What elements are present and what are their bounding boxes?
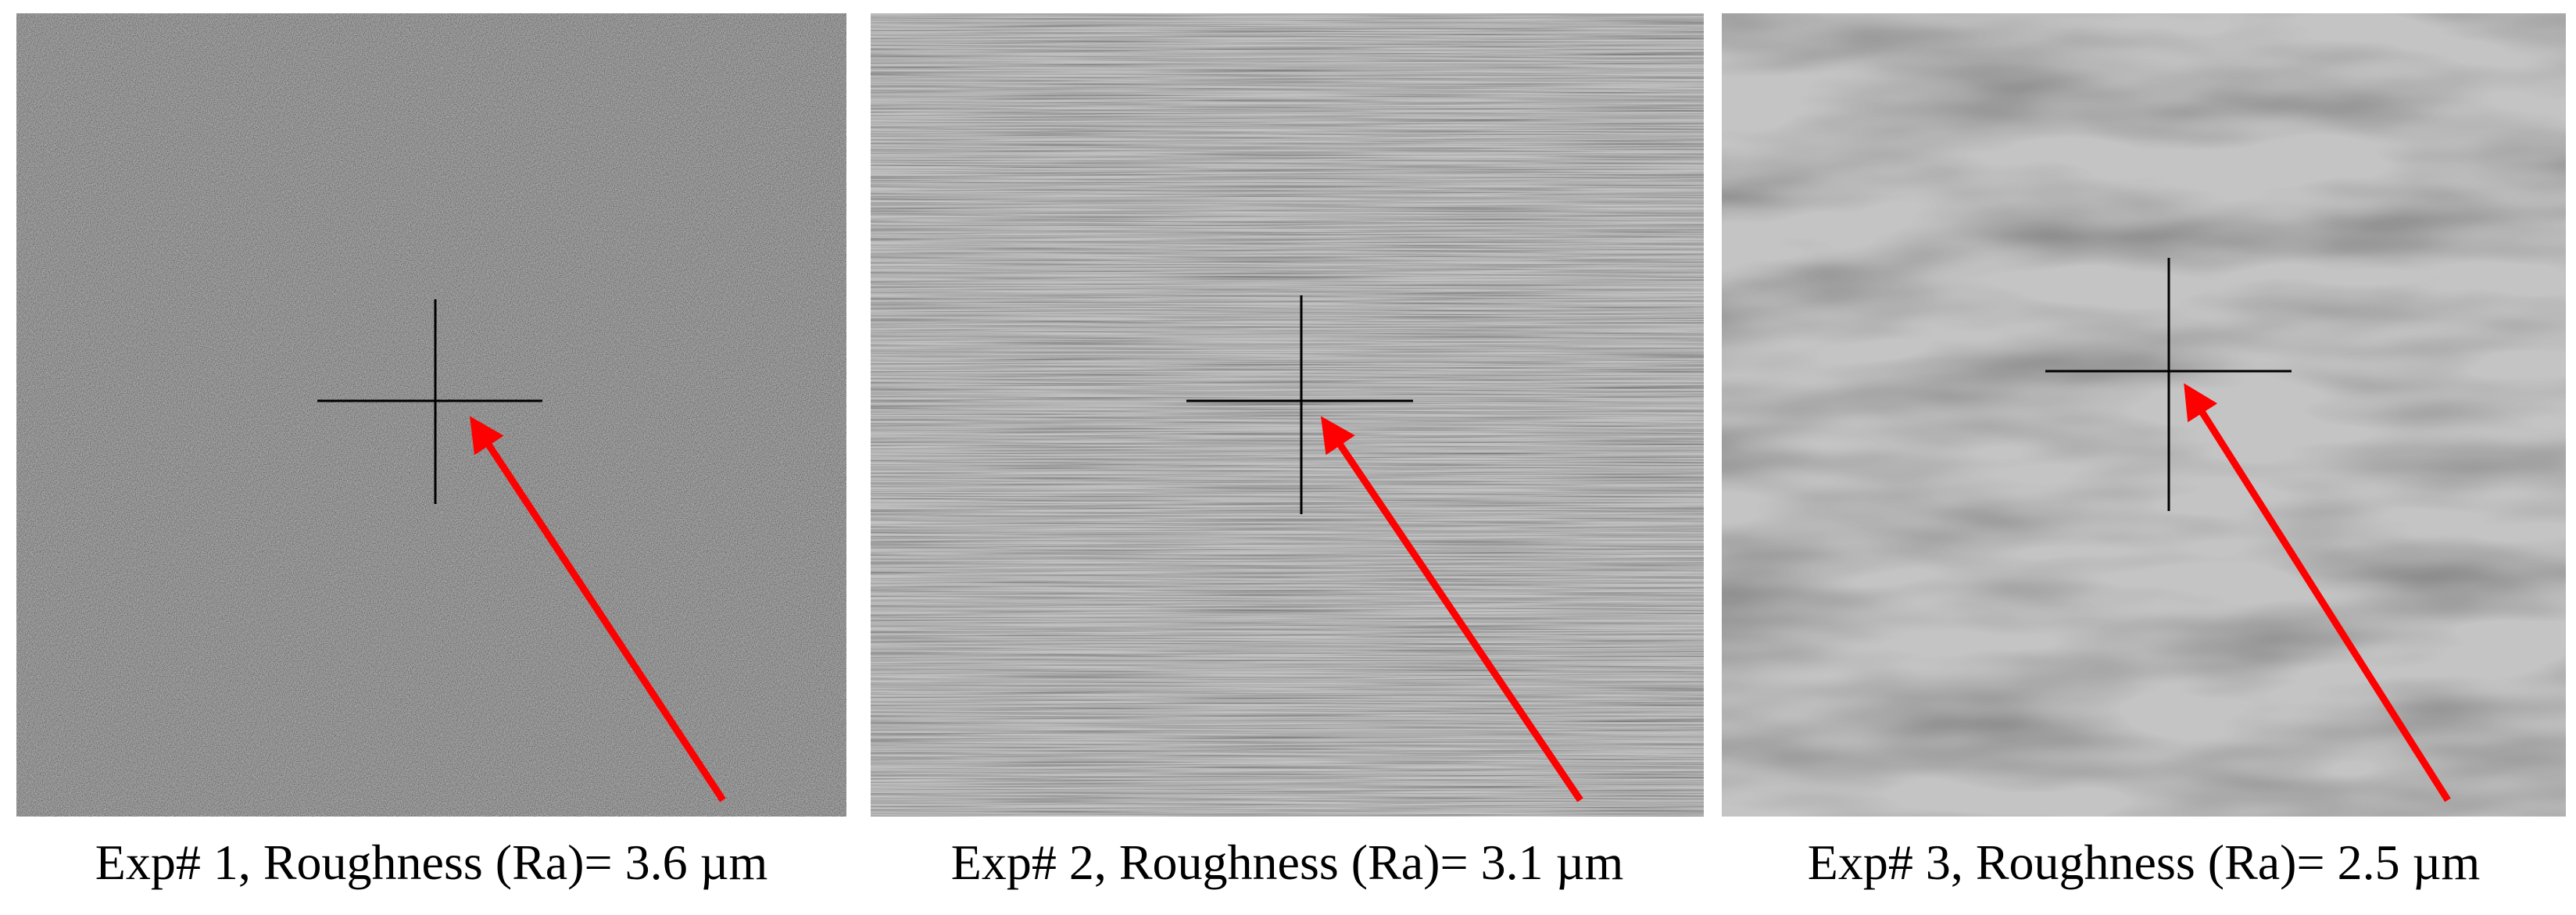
caption: Exp# 1, Roughness (Ra)= 3.6 µm (95, 835, 767, 890)
panel-3: Exp# 3, Roughness (Ra)= 2.5 µm (1722, 13, 2566, 890)
panel-1: Exp# 1, Roughness (Ra)= 3.6 µm (16, 13, 846, 890)
caption: Exp# 3, Roughness (Ra)= 2.5 µm (1808, 835, 2480, 890)
micrograph (871, 13, 1704, 817)
micrograph (16, 13, 846, 817)
micrograph (1722, 13, 2566, 817)
caption: Exp# 2, Roughness (Ra)= 3.1 µm (951, 835, 1623, 890)
arrow (470, 416, 726, 802)
panel-2: Exp# 2, Roughness (Ra)= 3.1 µm (871, 13, 1704, 890)
arrow (1320, 416, 1583, 802)
arrow (2184, 383, 2451, 802)
